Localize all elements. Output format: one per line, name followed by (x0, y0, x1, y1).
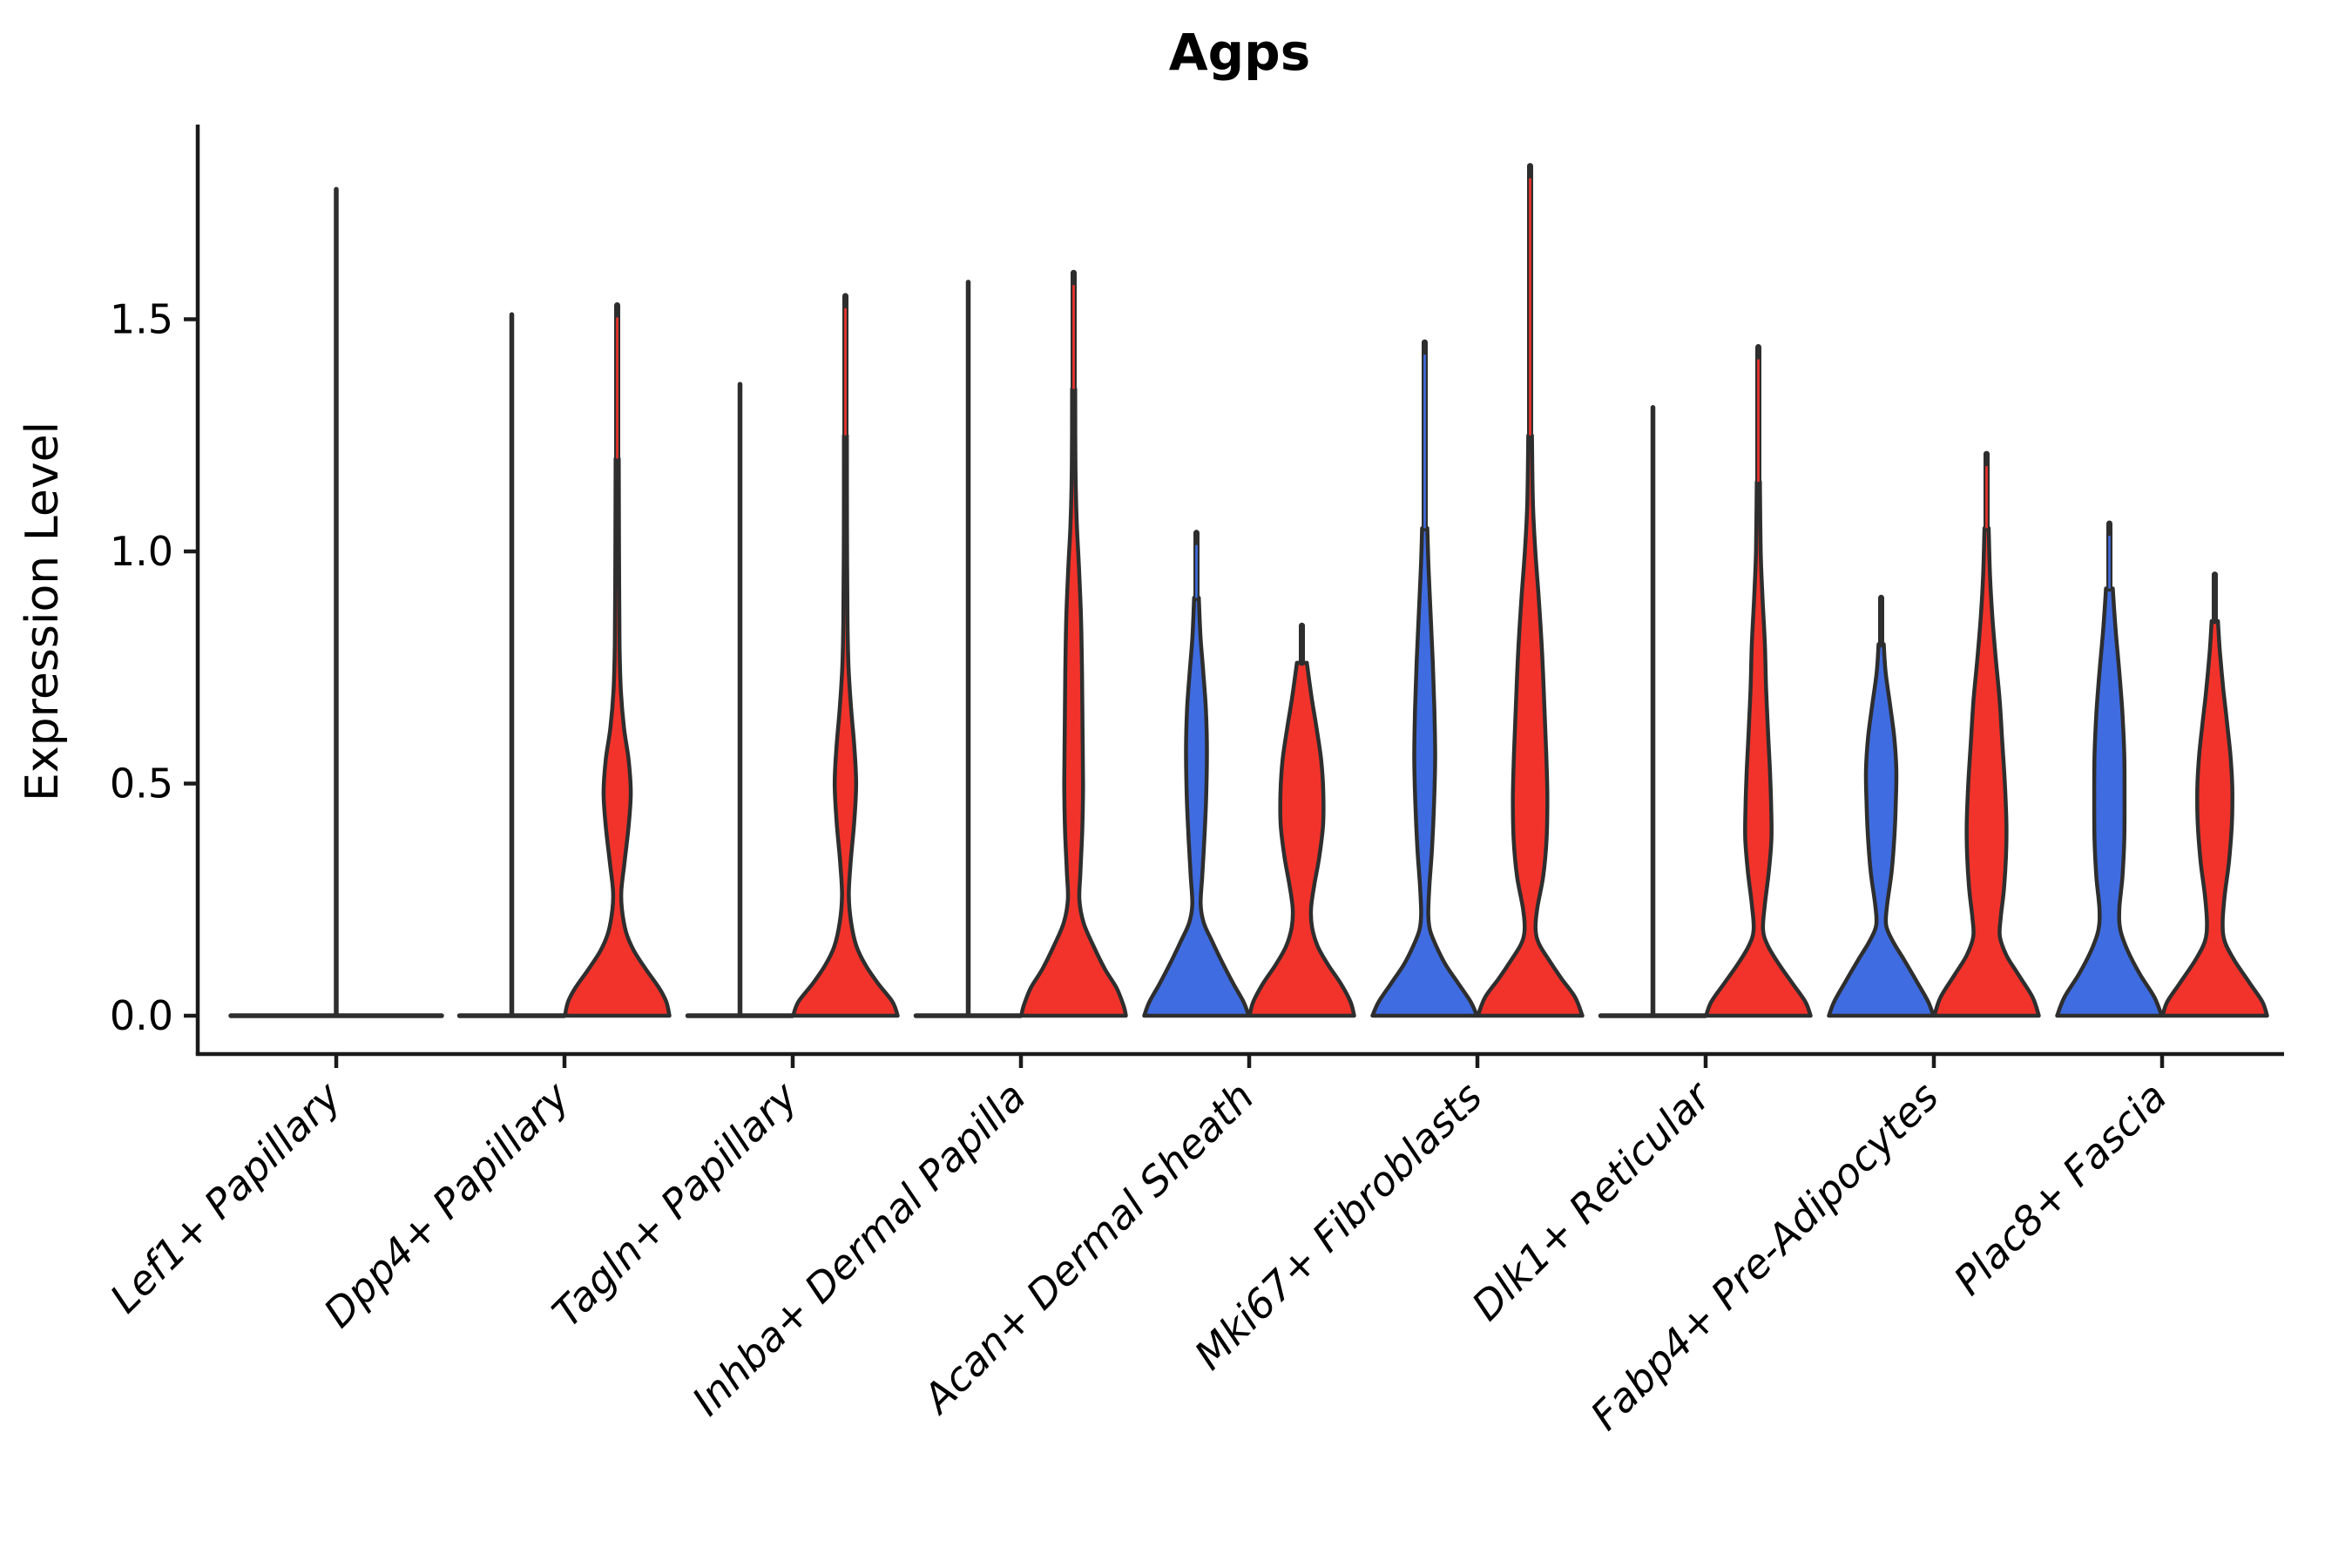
violin-body (1247, 660, 1356, 1018)
violin-2-red (791, 293, 900, 1018)
y-tick-label: 1.0 (110, 528, 173, 575)
x-tick-label: Plac8+ Fascia (1944, 1073, 2175, 1304)
violin-0-blue (228, 186, 444, 1018)
violin-5-blue (1370, 339, 1479, 1018)
y-tick-label: 0.0 (110, 992, 173, 1039)
violin-body (1476, 433, 1585, 1018)
violin-6-blue (1598, 405, 1708, 1018)
violin-4-red (1247, 622, 1356, 1018)
violin-body (2160, 618, 2269, 1018)
plot-title: Agps (1169, 23, 1310, 82)
x-tick-label: Tagln+ Papillary (543, 1072, 807, 1336)
violin-4-blue (1142, 530, 1251, 1018)
violin-body (1704, 479, 1813, 1018)
axes (184, 125, 2284, 1068)
violin-body (1142, 596, 1251, 1018)
violin-5-red (1476, 163, 1585, 1018)
violin-2-blue (685, 382, 795, 1018)
violin-body (1932, 526, 2041, 1018)
violin-1-blue (456, 312, 567, 1018)
violin-body (1019, 387, 1128, 1018)
y-axis-label: Expression Level (17, 422, 69, 801)
violin-body (563, 456, 672, 1018)
y-tick-label: 1.5 (110, 296, 173, 343)
x-tick-label: Lef1+ Papillary (101, 1072, 350, 1321)
violin-7-blue (1827, 594, 1936, 1018)
violin-8-red (2160, 571, 2269, 1018)
violin-body (791, 433, 900, 1018)
violin-body (2055, 586, 2164, 1018)
violin-7-red (1932, 450, 2041, 1018)
violin-body (1370, 526, 1479, 1018)
x-tick-label: Dpp4+ Papillary (314, 1072, 578, 1336)
violin-1-red (563, 302, 672, 1018)
violin-6-red (1704, 343, 1813, 1018)
violin-3-red (1019, 269, 1128, 1018)
violin-body (1827, 642, 1936, 1018)
violin-8-blue (2055, 520, 2164, 1018)
violins (228, 163, 2269, 1018)
y-tick-label: 0.5 (110, 760, 173, 808)
violin-3-blue (913, 280, 1024, 1018)
x-tick-label: Dlk1+ Reticular (1463, 1071, 1721, 1329)
